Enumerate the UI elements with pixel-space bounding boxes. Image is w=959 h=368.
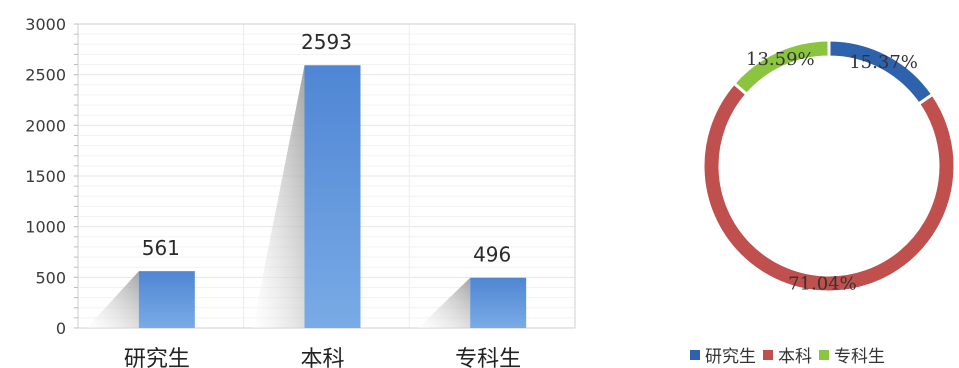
- donut-slice: [701, 81, 957, 294]
- bar-value-label: 2593: [301, 30, 352, 54]
- x-category-label: 专科生: [455, 347, 521, 368]
- bar-shadow: [252, 65, 305, 328]
- donut-slice: [731, 38, 831, 97]
- donut-slice-label: 15.37%: [849, 52, 918, 73]
- bar-marks: [138, 65, 527, 328]
- bar-chart: 0 500 1000 1500 2000 2500 3000 561 研究生 2593 本科 496 专…: [25, 15, 576, 368]
- legend-swatch: [819, 349, 829, 360]
- bar-value-label: 496: [473, 243, 511, 267]
- bar-chart-labels: 0 500 1000 1500 2000 2500 3000 561 研究生 2593 本科 496 专…: [25, 15, 521, 368]
- y-tick-label: 1000: [25, 218, 66, 237]
- x-category-label: 研究生: [124, 347, 190, 368]
- y-tick-label: 3000: [25, 15, 66, 34]
- bar: [304, 65, 361, 328]
- bar-shadow: [418, 277, 471, 328]
- y-tick-label: 1500: [25, 167, 66, 186]
- y-tick-label: 2000: [25, 116, 66, 135]
- donut-slices: [701, 38, 957, 294]
- legend-item: 本科: [763, 342, 812, 367]
- donut-legend: 研究生 本科 专科生: [690, 342, 892, 367]
- legend-item: 研究生: [690, 342, 756, 367]
- legend-label: 研究生: [705, 347, 756, 367]
- legend-label: 本科: [778, 347, 812, 367]
- bar-shadows: [86, 65, 471, 328]
- bar: [138, 271, 195, 328]
- y-tick-label: 2500: [25, 66, 66, 85]
- legend-swatch: [690, 349, 700, 360]
- legend-label: 专科生: [834, 347, 885, 367]
- y-tick-label: 0: [56, 319, 66, 338]
- donut-chart: 15.37% 71.04% 13.59%: [701, 38, 957, 294]
- donut-labels: 15.37% 71.04% 13.59%: [746, 49, 918, 294]
- legend-item: 专科生: [819, 342, 885, 367]
- donut-slice-label: 13.59%: [746, 49, 815, 70]
- y-tick-label: 500: [35, 268, 66, 287]
- bar-value-label: 561: [142, 236, 180, 260]
- legend-swatch: [763, 349, 773, 360]
- x-category-label: 本科: [300, 347, 344, 368]
- donut-slice-label: 71.04%: [788, 273, 857, 294]
- bar-shadow: [86, 271, 139, 328]
- bar: [470, 277, 527, 328]
